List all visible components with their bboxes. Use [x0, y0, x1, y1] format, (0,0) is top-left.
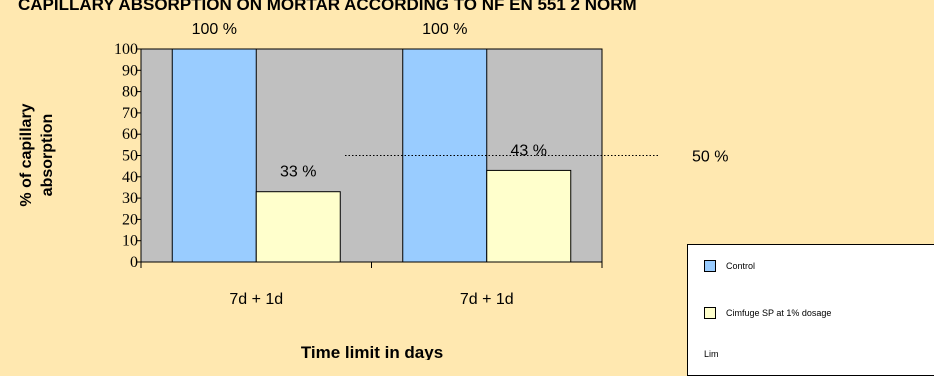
y-axis-label-line1: % of capillary	[18, 103, 35, 206]
chart-title: CAPILLARY ABSORPTION ON MORTAR ACCORDING…	[18, 0, 637, 14]
y-axis-label-line2: absorption	[39, 114, 56, 197]
legend-swatch-control	[704, 260, 716, 272]
bar	[402, 48, 488, 263]
legend: Control Cimfuge SP at 1% dosage Lim	[687, 244, 934, 376]
y-tick-label: 100	[114, 41, 138, 58]
chart-canvas: CAPILLARY ABSORPTION ON MORTAR ACCORDING…	[18, 0, 728, 360]
data-label: 100 %	[422, 21, 467, 38]
y-tick-label: 30	[122, 190, 138, 207]
y-tick-label: 20	[122, 211, 138, 228]
legend-swatch-cimfuge	[704, 307, 716, 319]
data-label: 33 %	[280, 164, 316, 181]
y-tick-label: 10	[122, 233, 138, 250]
legend-item-control: Control	[704, 260, 755, 272]
legend-item-cimfuge: Cimfuge SP at 1% dosage	[704, 307, 831, 319]
y-tick-label: 40	[122, 169, 138, 186]
reference-line-label: 50 %	[692, 149, 728, 166]
legend-item-partial: Lim	[704, 349, 719, 359]
y-tick-label: 50	[122, 148, 138, 165]
plot-area: 0 10 20 30 40 50 60 70 80 90 100 100 % 33 % 7d + 1d 10…	[114, 21, 728, 308]
y-axis-label: % of capillary absorption	[18, 103, 56, 206]
y-tick-label: 90	[122, 62, 138, 79]
y-tick-label: 60	[122, 126, 138, 143]
y-tick-label: 70	[122, 105, 138, 122]
x-axis-label: Time limit in days	[301, 343, 443, 360]
data-label: 43 %	[511, 142, 547, 159]
bar	[486, 169, 572, 263]
x-tick-label: 7d + 1d	[460, 291, 514, 308]
legend-label-control: Control	[726, 261, 756, 271]
legend-label-partial: Lim	[704, 349, 719, 359]
bar	[171, 48, 257, 263]
x-tick-label: 7d + 1d	[229, 291, 283, 308]
legend-label-cimfuge: Cimfuge SP at 1% dosage	[726, 308, 832, 318]
y-tick-label: 80	[122, 84, 138, 101]
bar	[255, 191, 341, 263]
data-label: 100 %	[192, 21, 237, 38]
y-tick-label: 0	[130, 254, 138, 271]
